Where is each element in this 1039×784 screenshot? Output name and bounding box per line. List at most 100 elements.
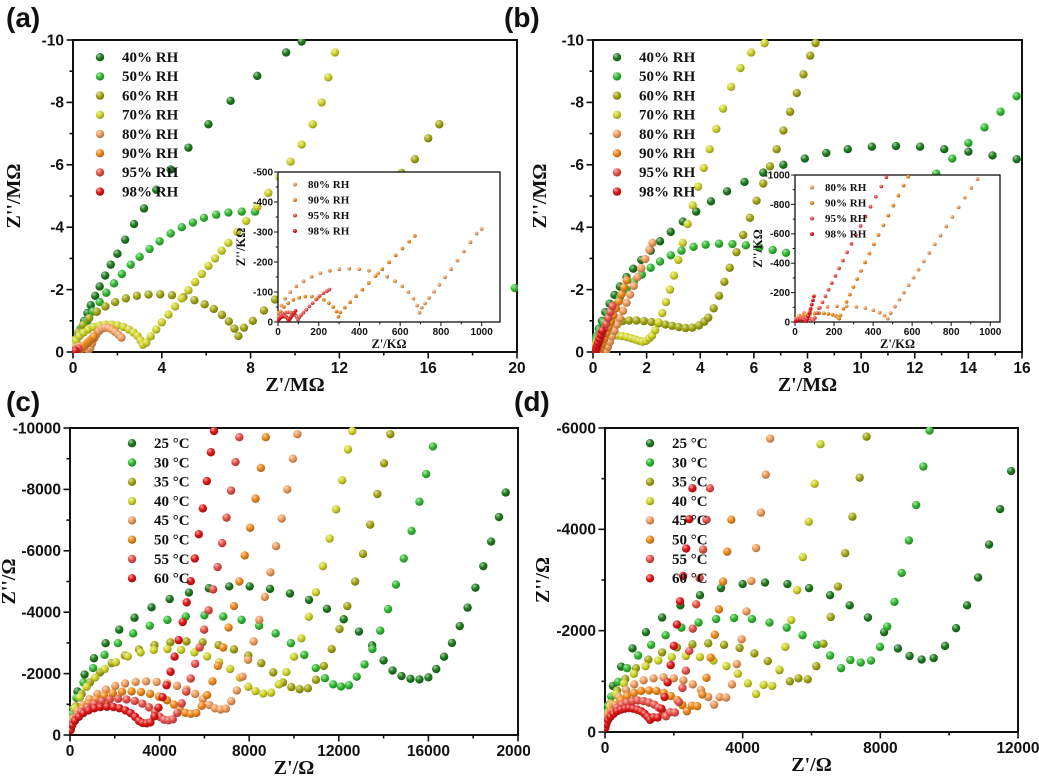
legend-item-55-c: 55 °C xyxy=(127,552,190,568)
axis-ticks xyxy=(66,39,518,359)
series-95-rh xyxy=(277,287,332,322)
legend-label: 98% RH xyxy=(825,229,867,241)
legend-label: 40 °C xyxy=(154,494,190,510)
legend-item-60-c: 60 °C xyxy=(645,571,708,587)
x-tick-label: 800 xyxy=(943,327,960,338)
legend-item-40-rh: 40% RH xyxy=(95,50,179,66)
legend-label: 35 °C xyxy=(154,475,190,491)
legend-item-90-rh: 90% RH xyxy=(95,146,179,162)
series-60-c xyxy=(604,484,697,733)
x-tick-label: 12000 xyxy=(996,740,1039,757)
x-tick-label: 10 xyxy=(853,360,870,377)
panel-b-chart: 0 2 4 6 8 10 12 14 16 0 -2 -4 -6 -8 -10 Z'/MΩ Z''/MΩ 0 200… xyxy=(530,32,1031,392)
legend-item-40-c: 40 °C xyxy=(645,494,708,510)
y-tick-label: 0 xyxy=(52,727,61,744)
y-tick-label: -10 xyxy=(42,32,64,49)
legend-label: 70% RH xyxy=(639,108,696,124)
x-axis-label: Z'/KΩ xyxy=(880,337,915,351)
series-90-rh xyxy=(277,234,417,319)
main: 0 4000 8000 12000 0 -2000 -4000 -6000 Z'/Ω Z''/Ω xyxy=(532,420,1039,776)
x-tick-label: 12 xyxy=(906,360,923,377)
legend-label: 40 °C xyxy=(672,494,708,510)
legend-item-60-rh: 60% RH xyxy=(95,88,179,104)
legend-label: 50% RH xyxy=(122,69,179,85)
legend-item-95-rh: 95% RH xyxy=(810,213,867,225)
legend-label: 40% RH xyxy=(639,50,696,66)
legend-item-90-rh: 90% RH xyxy=(612,146,696,162)
legend-item-40-rh: 40% RH xyxy=(612,50,696,66)
legend-label: 95% RH xyxy=(825,213,867,225)
series-55-c xyxy=(604,484,715,731)
x-axis-label: Z'/MΩ xyxy=(265,374,324,392)
legend-item-80-rh: 80% RH xyxy=(612,127,696,143)
y-tick-label: -4 xyxy=(570,219,584,236)
legend-item-45-c: 45 °C xyxy=(127,513,190,529)
legend-item-95-rh: 95% RH xyxy=(95,165,179,181)
x-tick-label: 400 xyxy=(865,327,882,338)
y-tick-label: -1000 xyxy=(764,170,790,181)
legend-label: 98% RH xyxy=(122,184,179,200)
x-tick-label: 4000 xyxy=(725,740,759,757)
legend-label: 80% RH xyxy=(825,182,867,194)
legend-item-95-rh: 95% RH xyxy=(293,210,350,222)
y-tick-label: -2 xyxy=(570,282,584,299)
legend-item-60-rh: 60% RH xyxy=(612,88,696,104)
legend-label: 60 °C xyxy=(154,571,190,587)
inset: 0 200 400 600 800 1000 0 -100 -200 -300 -400 -500 Z'… xyxy=(234,167,501,351)
legend-item-98-rh: 98% RH xyxy=(612,184,696,200)
legend-label: 45 °C xyxy=(672,513,708,529)
x-tick-label: 8000 xyxy=(863,740,897,757)
y-tick-label: -2 xyxy=(50,282,64,299)
x-tick-label: 16 xyxy=(420,360,438,377)
y-tick-label: -400 xyxy=(253,197,273,208)
axis-ticks xyxy=(791,174,991,326)
series-60-c xyxy=(69,427,219,735)
legend-label: 45 °C xyxy=(154,513,190,529)
x-tick-label: 400 xyxy=(351,327,368,338)
y-tick-label: -10000 xyxy=(13,420,61,437)
y-tick-label: 0 xyxy=(575,344,584,361)
legend-item-80-rh: 80% RH xyxy=(810,182,867,194)
legend-item-25-c: 25 °C xyxy=(645,436,708,452)
legend-item-70-rh: 70% RH xyxy=(95,108,179,124)
y-tick-label: -10 xyxy=(562,32,584,49)
legend-label: 50 °C xyxy=(672,533,708,549)
x-tick-label: 200 xyxy=(826,327,843,338)
y-tick-label: -6 xyxy=(570,157,584,174)
main: 0 2 4 6 8 10 12 14 16 0 -2 -4 -6 -8 -10 Z'/MΩ Z''/MΩ xyxy=(530,32,1031,392)
x-tick-label: 0 xyxy=(589,360,598,377)
legend-label: 55 °C xyxy=(154,552,190,568)
legend-label: 80% RH xyxy=(639,127,696,143)
legend-label: 25 °C xyxy=(672,436,708,452)
legend-item-35-c: 35 °C xyxy=(645,475,708,491)
legend-label: 80% RH xyxy=(122,127,179,143)
legend-item-90-rh: 90% RH xyxy=(293,195,350,207)
legend: 40% RH 50% RH 60% RH 70% RH 80% RH 90% RH 95% … xyxy=(612,50,696,200)
legend-item-35-c: 35 °C xyxy=(127,475,190,491)
x-tick-label: 20 xyxy=(508,360,525,377)
x-tick-label: 1000 xyxy=(979,327,1002,338)
legend-label: 55 °C xyxy=(672,552,708,568)
y-axis-label: Z''/KΩ xyxy=(751,229,765,268)
x-tick-label: 12000 xyxy=(317,743,360,760)
inset-legend: 80% RH 90% RH 95% RH 98% RH xyxy=(810,182,867,241)
legend-label: 30 °C xyxy=(672,455,708,471)
legend-label: 95% RH xyxy=(639,165,696,181)
x-tick-label: 8000 xyxy=(232,743,266,760)
y-tick-label: -2000 xyxy=(556,623,596,640)
x-tick-label: 800 xyxy=(433,327,450,338)
y-tick-label: -800 xyxy=(770,200,790,211)
x-tick-label: 200 xyxy=(310,327,327,338)
x-tick-label: 2 xyxy=(642,360,651,377)
legend-item-45-c: 45 °C xyxy=(645,513,708,529)
panel-a-chart: 0 4 8 12 16 200-2-4-6-8-10Z'/MΩZ''/MΩ0 200 400 6… xyxy=(3,32,526,392)
legend-label: 98% RH xyxy=(308,226,350,238)
legend-label: 35 °C xyxy=(672,475,708,491)
legend-item-30-c: 30 °C xyxy=(645,455,708,471)
legend-label: 25 °C xyxy=(154,436,190,452)
panel-label-b: (b) xyxy=(504,2,540,33)
legend-label: 60% RH xyxy=(122,88,179,104)
y-axis-label: Z''/MΩ xyxy=(530,164,551,229)
legend-label: 90% RH xyxy=(122,146,179,162)
x-tick-label: 0 xyxy=(69,360,78,377)
